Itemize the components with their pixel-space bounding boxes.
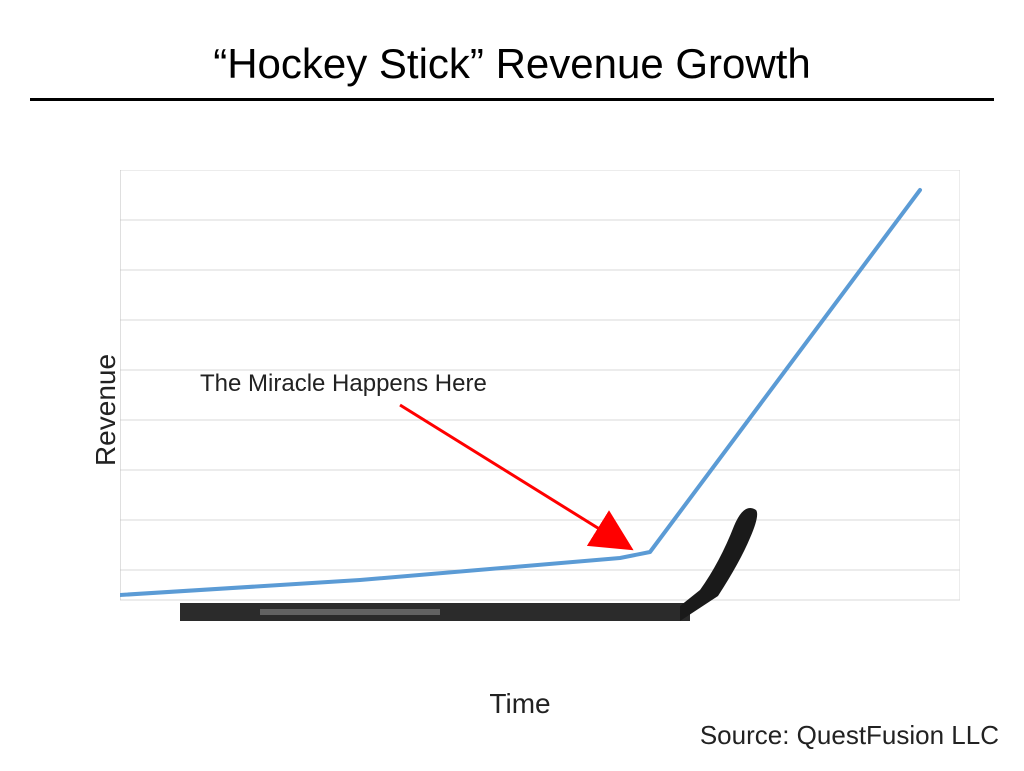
plot-area: The Miracle Happens Here [120,170,960,600]
y-axis-label: Revenue [90,354,122,466]
chart-container: Revenue The Miracle Happens Here Time [60,170,980,650]
source-attribution: Source: QuestFusion LLC [700,720,999,751]
chart-svg [120,170,960,630]
x-axis-label: Time [489,688,550,720]
miracle-annotation: The Miracle Happens Here [200,370,487,398]
title-underline [30,98,994,101]
chart-title: “Hockey Stick” Revenue Growth [0,0,1024,98]
